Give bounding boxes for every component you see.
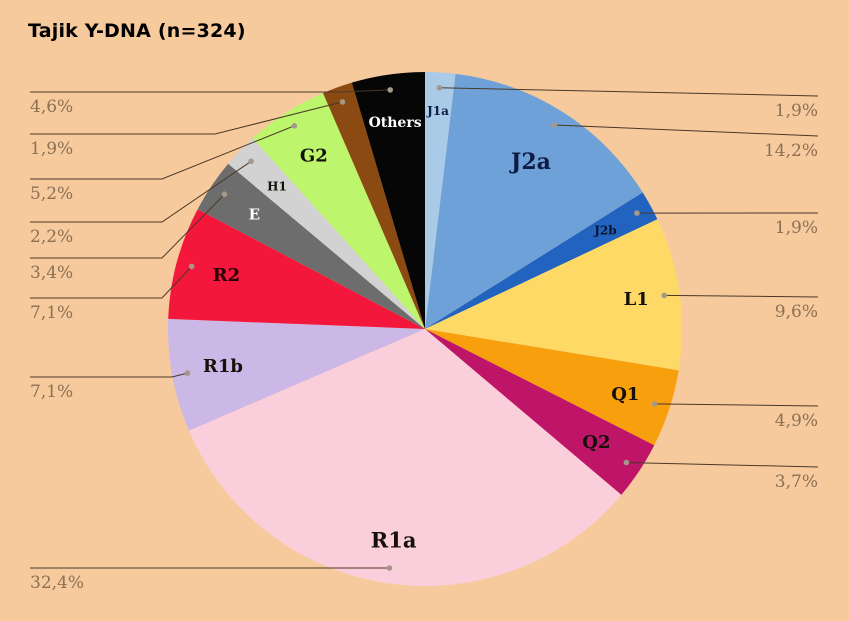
leader-dot-j2b — [634, 210, 640, 216]
pie-slice-q2[interactable] — [425, 329, 655, 495]
slice-label-j2b: J2b — [593, 223, 616, 237]
percent-label-j2b: 1,9% — [775, 218, 818, 238]
pie-slice-h1[interactable] — [228, 138, 425, 329]
leader-dot-h1 — [248, 158, 254, 165]
slice-label-q2: Q2 — [582, 432, 610, 453]
leader-line-q2 — [626, 462, 819, 468]
leader-line-unlabeled — [30, 101, 343, 135]
pie-slice-r2[interactable] — [168, 209, 425, 329]
pie-slice-l1[interactable] — [425, 219, 683, 371]
pie-slice-q1[interactable] — [425, 329, 679, 446]
slice-label-others: Others — [369, 115, 422, 131]
leader-line-e — [30, 193, 225, 259]
pie-slice-r1a[interactable] — [188, 329, 622, 587]
slice-label-h1: H1 — [267, 179, 287, 193]
leader-dot-unlabeled — [339, 99, 346, 105]
leader-dot-r1b — [184, 370, 191, 376]
pie-slice-unlabeled[interactable] — [323, 82, 425, 329]
leader-dot-j2a — [551, 122, 558, 128]
leader-line-h1 — [30, 160, 252, 223]
pie-slice-j2b[interactable] — [425, 192, 658, 329]
callout-dots — [184, 85, 667, 571]
percent-label-unlabeled: 1,9% — [30, 139, 73, 159]
leader-dot-r1a — [386, 565, 393, 571]
slice-label-g2: G2 — [300, 146, 328, 167]
leader-dot-g2 — [291, 123, 298, 129]
leader-dot-j1a — [436, 85, 443, 91]
leader-line-r1b — [30, 372, 188, 378]
percent-label-e: 3,4% — [30, 263, 73, 283]
leader-line-l1 — [664, 294, 819, 298]
pie-slices — [168, 72, 683, 587]
pie-slice-g2[interactable] — [252, 93, 425, 329]
pie-slice-e[interactable] — [197, 163, 425, 329]
leader-line-j2a — [554, 124, 819, 137]
slice-label-e: E — [249, 205, 260, 223]
leader-line-j1a — [439, 87, 819, 97]
percent-label-j2a: 14,2% — [764, 141, 818, 161]
labels: J1a 1,9% J2a 14,2% J2b 1,9% L1 9,6% Q1 4,9% Q2 3,7%… — [30, 97, 818, 593]
leader-line-g2 — [30, 125, 295, 180]
leader-line-others — [30, 89, 391, 93]
slice-label-r1b: R1b — [203, 356, 243, 377]
percent-label-h1: 2,2% — [30, 227, 73, 247]
callout-lines — [30, 87, 819, 569]
leader-dot-e — [221, 191, 228, 198]
percent-label-j1a: 1,9% — [775, 101, 818, 121]
slice-label-r2: R2 — [213, 265, 240, 286]
percent-label-r2: 7,1% — [30, 303, 73, 323]
percent-label-q1: 4,9% — [775, 411, 818, 431]
slice-label-j1a: J1a — [426, 104, 449, 118]
percent-label-r1a: 32,4% — [30, 573, 84, 593]
leader-dot-others — [387, 87, 394, 93]
slice-label-l1: L1 — [624, 289, 649, 310]
pie-slice-j2a[interactable] — [425, 73, 643, 329]
percent-label-r1b: 7,1% — [30, 382, 73, 402]
pie-slice-r1b[interactable] — [168, 318, 425, 431]
percent-label-q2: 3,7% — [775, 472, 818, 492]
leader-line-q1 — [654, 403, 819, 407]
percent-label-g2: 5,2% — [30, 184, 73, 204]
leader-line-r2 — [30, 266, 193, 299]
leader-dot-q2 — [623, 459, 630, 466]
leader-dot-r2 — [188, 263, 195, 270]
leader-dot-l1 — [661, 292, 667, 299]
pie-slice-j1a[interactable] — [425, 72, 456, 329]
chart-title: Tajik Y-DNA (n=324) — [28, 20, 246, 42]
leader-dot-q1 — [651, 401, 658, 407]
pie-slice-others[interactable] — [351, 72, 425, 329]
slice-label-r1a: R1a — [371, 528, 417, 553]
percent-label-l1: 9,6% — [775, 302, 818, 322]
percent-label-others: 4,6% — [30, 97, 73, 117]
slice-label-q1: Q1 — [611, 384, 639, 405]
slice-label-j2a: J2a — [509, 149, 551, 175]
